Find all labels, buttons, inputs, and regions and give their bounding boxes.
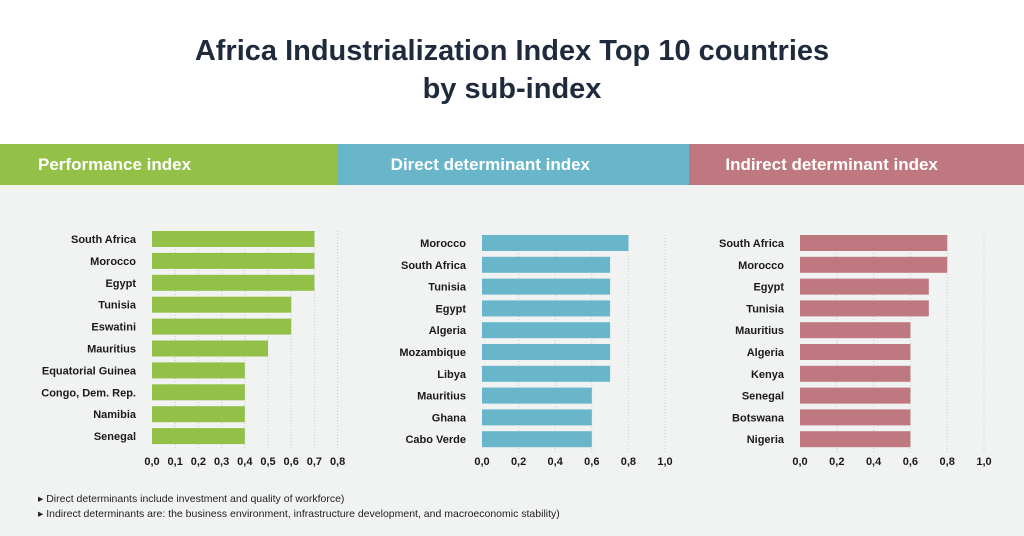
direct-tick-label: 0,2 (511, 456, 526, 468)
performance-category-label: South Africa (71, 234, 137, 246)
indirect-tick-label: 0,2 (829, 456, 844, 468)
direct-tick-label: 0,4 (548, 456, 564, 468)
direct-bar (482, 278, 611, 295)
performance-category-label: Tunisia (98, 300, 137, 312)
indirect-bar (800, 278, 929, 295)
performance-tick-label: 0,3 (214, 456, 229, 468)
performance-category-label: Egypt (105, 278, 136, 290)
direct-category-label: Cabo Verde (405, 434, 466, 446)
performance-tick-label: 0,5 (260, 456, 275, 468)
indirect-bar (800, 344, 911, 360)
performance-tick-label: 0,0 (144, 456, 159, 468)
performance-bar (152, 428, 245, 445)
indirect-bar (800, 256, 948, 273)
direct-bar (482, 235, 629, 251)
direct-category-label: Libya (437, 369, 467, 381)
performance-category-label: Senegal (94, 431, 136, 443)
performance-bar (152, 274, 315, 291)
direct-category-label: Morocco (420, 238, 466, 250)
title-line-1: Africa Industrialization Index Top 10 co… (194, 35, 830, 67)
indirect-tick-label: 0,4 (866, 456, 882, 468)
indirect-category-label: Botswana (732, 412, 785, 424)
performance-bar (152, 252, 315, 269)
performance-tick-label: 0,6 (284, 456, 299, 468)
direct-tick-label: 1,0 (657, 456, 672, 468)
performance-category-label: Morocco (90, 256, 136, 268)
indirect-tick-label: 0,6 (903, 456, 918, 468)
direct-category-label: Ghana (432, 412, 467, 424)
header-performance-index: Performance index (0, 144, 337, 185)
indirect-tick-label: 0,8 (940, 456, 955, 468)
performance-category-label: Congo, Dem. Rep. (41, 387, 136, 399)
direct-bar (482, 322, 611, 339)
performance-bar (152, 318, 292, 335)
indirect-bar (800, 322, 911, 339)
direct-category-label: Tunisia (428, 282, 467, 294)
performance-tick-label: 0,8 (330, 456, 345, 468)
indirect-bar (800, 387, 911, 404)
performance-bar (152, 406, 245, 423)
indirect-bar (800, 235, 948, 251)
indirect-bar (800, 409, 911, 426)
direct-category-label: South Africa (401, 260, 467, 272)
header-direct-determinant-index: Direct determinant index (336, 144, 690, 185)
indirect-category-label: Egypt (753, 282, 784, 294)
direct-tick-label: 0,6 (584, 456, 599, 468)
direct-category-label: Egypt (435, 303, 466, 315)
performance-tick-label: 0,2 (191, 456, 206, 468)
direct-bar (482, 256, 611, 273)
indirect-bar (800, 365, 911, 382)
direct-bar (482, 431, 592, 448)
performance-bar (152, 362, 245, 379)
performance-tick-label: 0,1 (168, 456, 183, 468)
title-line-2: by sub-index (422, 73, 602, 105)
performance-category-label: Mauritius (87, 344, 136, 356)
direct-category-label: Mozambique (399, 347, 466, 359)
indirect-tick-label: 0,0 (792, 456, 807, 468)
direct-bar (482, 409, 592, 426)
performance-bar (152, 384, 245, 401)
direct-category-label: Mauritius (417, 391, 466, 403)
indirect-category-label: Morocco (738, 260, 784, 272)
performance-category-label: Eswatini (91, 322, 136, 334)
performance-bar (152, 340, 268, 357)
performance-tick-label: 0,4 (237, 456, 253, 468)
indirect-tick-label: 1,0 (976, 456, 991, 468)
indirect-bar (800, 431, 911, 448)
direct-tick-label: 0,0 (474, 456, 489, 468)
performance-category-label: Namibia (93, 409, 137, 421)
indirect-category-label: Algeria (747, 347, 785, 359)
direct-bar (482, 387, 592, 404)
indirect-category-label: South Africa (719, 238, 785, 250)
sub-index-header-band: Performance index Direct determinant ind… (0, 144, 1024, 185)
performance-category-label: Equatorial Guinea (42, 365, 137, 377)
performance-tick-label: 0,7 (307, 456, 322, 468)
indirect-category-label: Senegal (742, 391, 784, 403)
direct-category-label: Algeria (429, 325, 467, 337)
direct-bar (482, 365, 611, 382)
footnote-direct: ▸ Direct determinants include investment… (38, 493, 345, 505)
footnote-indirect: ▸ Indirect determinants are: the busines… (38, 508, 560, 520)
performance-bar (152, 296, 292, 313)
indirect-category-label: Mauritius (735, 325, 784, 337)
header-indirect-determinant-index: Indirect determinant index (689, 144, 1024, 185)
footnotes: ▸ Direct determinants include investment… (38, 492, 560, 522)
direct-bar (482, 344, 611, 360)
direct-bar (482, 300, 611, 317)
chart-title: Africa Industrialization Index Top 10 co… (0, 32, 1024, 108)
indirect-bar (800, 300, 929, 317)
indirect-category-label: Nigeria (747, 434, 785, 446)
indirect-category-label: Kenya (751, 369, 785, 381)
direct-tick-label: 0,8 (621, 456, 636, 468)
indirect-category-label: Tunisia (746, 303, 785, 315)
performance-bar (152, 231, 315, 247)
